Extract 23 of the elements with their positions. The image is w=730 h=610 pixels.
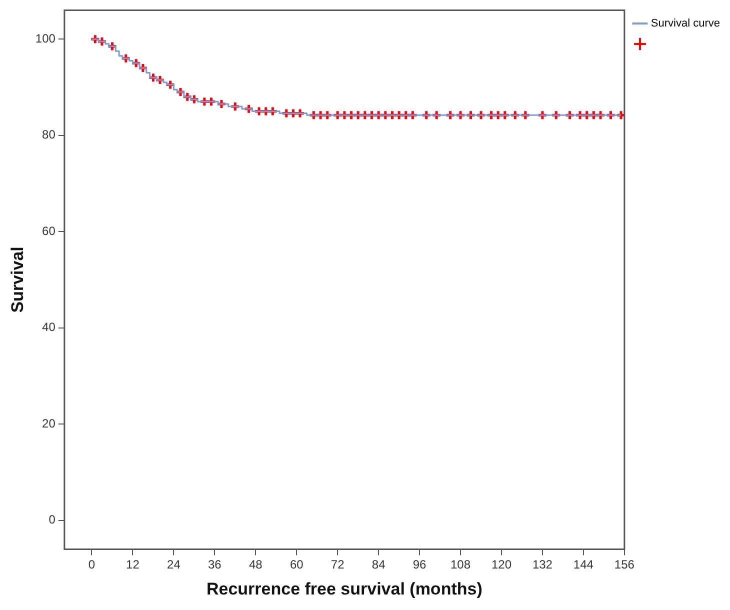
y-tick-label: 100 (35, 31, 56, 46)
x-tick-label: 24 (167, 558, 181, 572)
x-tick-label: 120 (491, 558, 512, 572)
x-tick-label: 0 (88, 558, 96, 572)
y-tick-label: 60 (42, 224, 56, 238)
x-tick-label: 12 (126, 558, 140, 572)
x-tick-label: 72 (330, 558, 345, 572)
x-axis-title: Recurrence free survival (months) (206, 579, 482, 598)
y-tick-label: 20 (42, 416, 56, 430)
x-tick-label: 84 (372, 558, 386, 572)
y-tick-label: 80 (42, 128, 56, 142)
x-tick-label: 48 (248, 558, 263, 572)
y-tick-label: 40 (42, 320, 56, 334)
x-tick-label: 60 (290, 558, 304, 572)
y-axis-title: Survival (8, 246, 27, 313)
x-tick-label: 108 (450, 558, 471, 572)
x-tick-label: 132 (532, 558, 553, 572)
legend-label: Survival curve (650, 18, 720, 30)
x-tick-label: 36 (208, 558, 222, 572)
x-tick-label: 156 (614, 558, 635, 572)
x-tick-label: 144 (573, 558, 594, 572)
x-tick-label: 96 (412, 558, 427, 572)
y-tick-label: 0 (48, 512, 56, 527)
